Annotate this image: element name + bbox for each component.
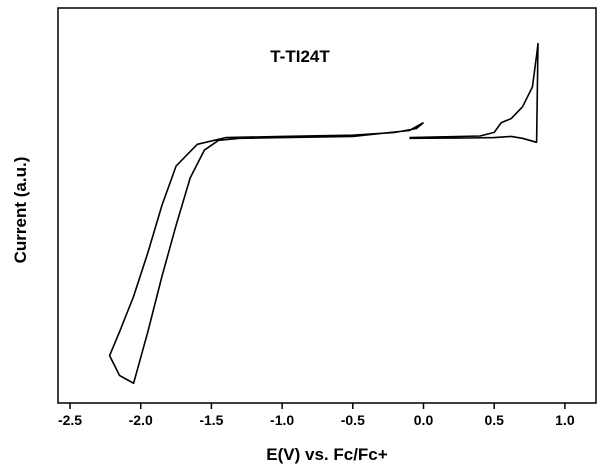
y-axis-label: Current (a.u.) [11, 157, 30, 264]
x-tick-label: -0.5 [341, 412, 365, 428]
x-tick-label: -1.5 [199, 412, 223, 428]
x-tick-label: -2.0 [129, 412, 153, 428]
cv-curve [108, 42, 539, 385]
plot-frame [57, 7, 597, 404]
x-axis-label: E(V) vs. Fc/Fc+ [266, 445, 387, 464]
chart-title: T-TI24T [270, 47, 330, 66]
x-tick-label: 1.0 [555, 412, 575, 428]
x-tick-label: -1.0 [270, 412, 294, 428]
x-tick-label: -2.5 [58, 412, 82, 428]
x-tick-label: 0.0 [414, 412, 434, 428]
x-tick-label: 0.5 [484, 412, 504, 428]
